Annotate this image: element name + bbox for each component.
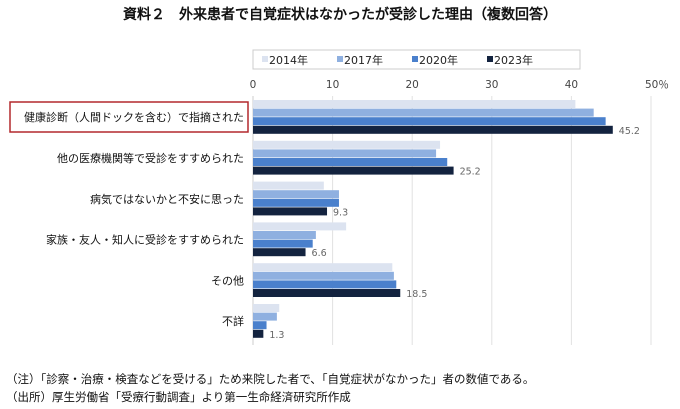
x-tick-label: 50％ bbox=[645, 79, 669, 91]
bar-2017年-3 bbox=[253, 231, 316, 239]
bar-2014年-1 bbox=[253, 140, 441, 149]
bar-2017年-2 bbox=[253, 190, 339, 199]
legend-label: 2014年 bbox=[269, 53, 308, 67]
footnote-note: （注）「診察・治療・検査などを受ける」ため来院した者で、「自覚症状がなかった」者… bbox=[6, 372, 535, 386]
bar-2023年-5 bbox=[253, 329, 264, 338]
x-tick-label: 0 bbox=[250, 79, 257, 91]
bar-2014年-2 bbox=[253, 181, 324, 190]
category-label: 不詳 bbox=[222, 314, 244, 328]
data-label: 9.3 bbox=[333, 207, 348, 218]
legend-label: 2017年 bbox=[344, 53, 383, 67]
category-label: 病気ではないかと不安に思った bbox=[90, 192, 244, 206]
legend-label: 2020年 bbox=[419, 53, 458, 67]
bar-2023年-3 bbox=[253, 248, 306, 257]
bar-2014年-3 bbox=[253, 222, 347, 231]
data-label: 25.2 bbox=[460, 167, 481, 178]
footnote-source: （出所）厚生労働省「受療行動調査」より第一生命経済研究所作成 bbox=[6, 390, 351, 404]
bar-2020年-5 bbox=[253, 321, 267, 330]
category-label: その他 bbox=[211, 274, 244, 287]
bar-2020年-1 bbox=[253, 158, 448, 166]
x-tick-label: 10 bbox=[326, 79, 339, 91]
x-tick-label: 40 bbox=[565, 79, 578, 91]
bar-2020年-2 bbox=[253, 198, 339, 207]
data-label: 6.6 bbox=[312, 248, 327, 259]
chart-title: 資料２ 外来患者で自覚症状はなかったが受診した理由（複数回答） bbox=[123, 7, 557, 23]
bar-2014年-4 bbox=[253, 263, 393, 272]
bar-2017年-1 bbox=[253, 149, 437, 158]
bar-2020年-4 bbox=[253, 280, 397, 289]
legend-swatch-2017年 bbox=[337, 56, 343, 62]
category-label: 健康診断（人間ドックを含む）で指摘された bbox=[24, 110, 244, 124]
legend-swatch-2014年 bbox=[262, 56, 268, 62]
category-label: 家族・友人・知人に受診をすすめられた bbox=[46, 233, 244, 247]
data-label: 45.2 bbox=[619, 126, 640, 137]
bar-2023年-0 bbox=[253, 125, 613, 134]
bar-2020年-0 bbox=[253, 117, 606, 126]
legend-swatch-2020年 bbox=[412, 56, 418, 62]
bar-2023年-1 bbox=[253, 166, 454, 175]
data-label: 1.3 bbox=[269, 330, 284, 341]
x-tick-label: 30 bbox=[485, 79, 498, 91]
category-label: 他の医療機関等で受診をすすめられた bbox=[57, 151, 244, 165]
highlight-box bbox=[9, 101, 249, 133]
bar-2014年-5 bbox=[253, 304, 280, 312]
bar-2017年-4 bbox=[253, 271, 394, 280]
data-label: 18.5 bbox=[406, 289, 427, 300]
legend-swatch-2023年 bbox=[487, 56, 493, 62]
bar-2017年-0 bbox=[253, 108, 594, 117]
bar-2014年-0 bbox=[253, 100, 576, 108]
legend-label: 2023年 bbox=[494, 53, 533, 67]
bar-2023年-4 bbox=[253, 289, 401, 297]
bar-2017年-5 bbox=[253, 312, 277, 321]
bar-2020年-3 bbox=[253, 239, 313, 248]
bar-2023年-2 bbox=[253, 207, 328, 216]
x-tick-label: 20 bbox=[406, 79, 419, 91]
